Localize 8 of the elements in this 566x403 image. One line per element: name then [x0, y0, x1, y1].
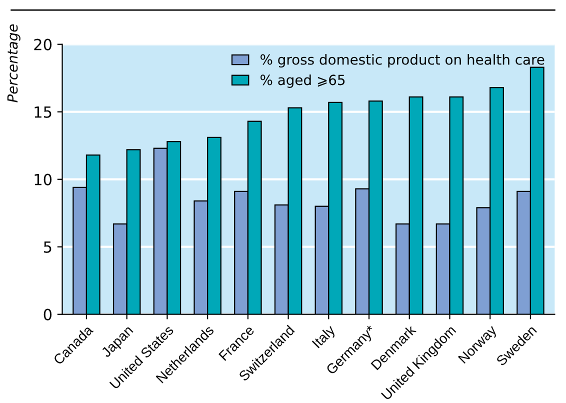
- y-tick-label: 20: [34, 38, 52, 50]
- legend-label: % gross domestic product on health care: [260, 54, 544, 68]
- y-axis-title: Percentage: [7, 24, 20, 102]
- legend-label: % aged ⩾65: [260, 74, 345, 88]
- y-tick-label: 0: [44, 308, 52, 320]
- y-tick-label: 15: [34, 106, 52, 118]
- y-tick-label: 5: [44, 242, 52, 253]
- y-tick-label: 10: [34, 174, 52, 186]
